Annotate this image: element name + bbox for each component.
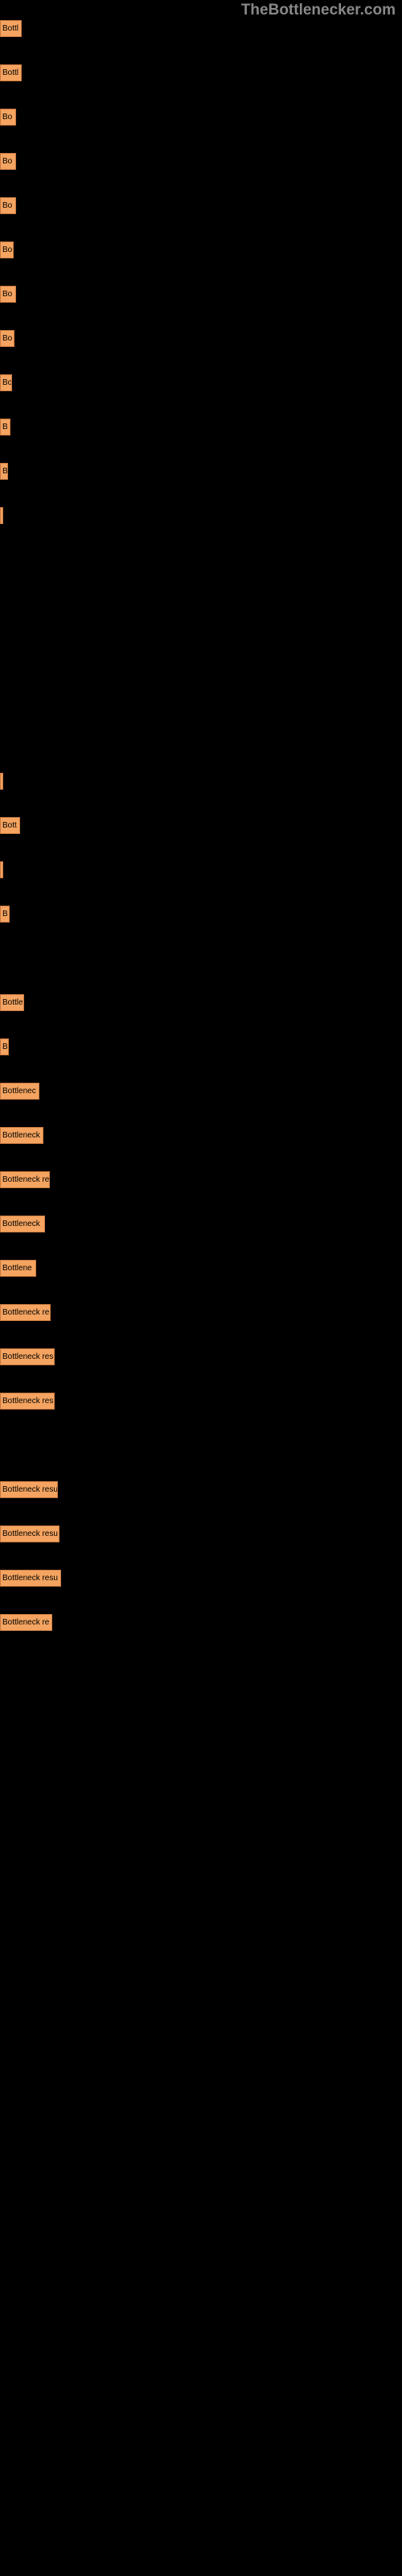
bar: Bo — [0, 197, 16, 214]
bar-row: Bottlenec — [0, 1083, 402, 1100]
bar — [0, 507, 3, 524]
bar-row — [0, 507, 402, 524]
bar: Bo — [0, 330, 14, 347]
bar-row: Bottl — [0, 20, 402, 37]
bar-row: B — [0, 463, 402, 480]
bar-row: Bottleneck res — [0, 1393, 402, 1410]
bar: Bottleneck re — [0, 1304, 51, 1321]
bar: Bo — [0, 286, 16, 303]
bar-row: Bottleneck resu — [0, 1525, 402, 1542]
bar-row: Bottleneck resu — [0, 1570, 402, 1587]
bar-row: Bo — [0, 286, 402, 303]
bar: B — [0, 906, 10, 923]
bar-row: Bo — [0, 242, 402, 258]
bar-row: B — [0, 906, 402, 923]
bar-row — [0, 596, 402, 613]
bar-chart: Bottl Bottl Bo Bo Bo Bo Bo Bo Bo B B Bott B Bottle B Bo… — [0, 0, 402, 1631]
bar: Bottl — [0, 20, 22, 37]
bar-row — [0, 773, 402, 790]
bar: Bott — [0, 817, 20, 834]
bar — [0, 861, 3, 878]
bar-row: B — [0, 419, 402, 436]
bar-row: Bo — [0, 330, 402, 347]
bar-row — [0, 950, 402, 967]
watermark-text: TheBottlenecker.com — [241, 2, 396, 19]
bar: Bottleneck resu — [0, 1481, 58, 1498]
bar-row: Bott — [0, 817, 402, 834]
bar: Bottleneck res — [0, 1393, 55, 1410]
bar: Bottleneck — [0, 1127, 43, 1144]
bar-row — [0, 684, 402, 701]
bar: Bo — [0, 153, 16, 170]
bar: Bo — [0, 374, 12, 391]
bar: Bottleneck res — [0, 1348, 55, 1365]
bar-row: B — [0, 1038, 402, 1055]
bar-row: Bo — [0, 109, 402, 126]
bar-row — [0, 729, 402, 745]
bar-row: Bottleneck resu — [0, 1481, 402, 1498]
bar: Bottleneck resu — [0, 1570, 61, 1587]
bar-row: Bottleneck — [0, 1216, 402, 1232]
bar-row: Bottleneck — [0, 1127, 402, 1144]
bar-row — [0, 861, 402, 878]
bar-row: Bottleneck re — [0, 1614, 402, 1631]
bar-row — [0, 640, 402, 657]
bar-row: Bottleneck re — [0, 1171, 402, 1188]
bar: B — [0, 419, 10, 436]
bar: Bottl — [0, 64, 22, 81]
bar-row — [0, 551, 402, 568]
bar: B — [0, 463, 8, 480]
bar: Bottle — [0, 994, 24, 1011]
bar: Bo — [0, 242, 14, 258]
bar: Bottleneck — [0, 1216, 45, 1232]
bar: Bottleneck re — [0, 1614, 52, 1631]
bar-row: Bo — [0, 374, 402, 391]
bar: Bo — [0, 109, 16, 126]
bar-row: Bottlene — [0, 1260, 402, 1277]
bar-row: Bo — [0, 197, 402, 214]
bar-row: Bo — [0, 153, 402, 170]
bar-row: Bottle — [0, 994, 402, 1011]
bar: B — [0, 1038, 9, 1055]
bar-row — [0, 1437, 402, 1454]
bar-row: Bottl — [0, 64, 402, 81]
bar-row: Bottleneck re — [0, 1304, 402, 1321]
bar: Bottlene — [0, 1260, 36, 1277]
bar: Bottleneck re — [0, 1171, 50, 1188]
bar — [0, 773, 3, 790]
bar: Bottlenec — [0, 1083, 39, 1100]
bar-row: Bottleneck res — [0, 1348, 402, 1365]
bar: Bottleneck resu — [0, 1525, 59, 1542]
